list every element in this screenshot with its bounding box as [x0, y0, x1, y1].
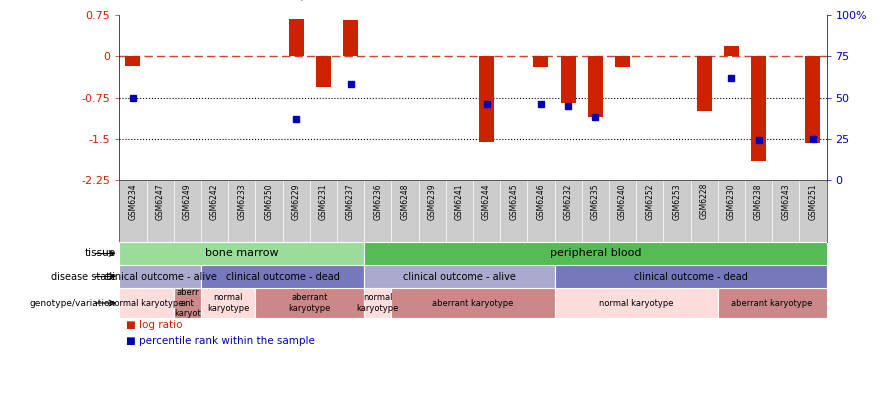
Text: GSM6249: GSM6249 — [183, 183, 192, 220]
Bar — [751, 56, 766, 161]
Text: GSM6246: GSM6246 — [537, 183, 545, 220]
Text: peripheral blood: peripheral blood — [550, 249, 641, 259]
Bar — [533, 56, 548, 67]
Bar — [615, 56, 630, 67]
Text: normal karyotype: normal karyotype — [598, 299, 674, 308]
Text: GSM6238: GSM6238 — [754, 183, 763, 220]
Bar — [554, 288, 718, 318]
Bar — [289, 19, 303, 56]
Bar — [364, 288, 392, 318]
Bar — [805, 56, 820, 143]
Text: GSM6244: GSM6244 — [482, 183, 491, 220]
Bar — [119, 242, 364, 265]
Text: GSM6251: GSM6251 — [809, 183, 818, 220]
Text: clinical outcome - alive: clinical outcome - alive — [103, 272, 217, 282]
Bar — [697, 56, 712, 111]
Text: normal karyotype: normal karyotype — [110, 299, 184, 308]
Bar — [724, 46, 739, 56]
Text: GSM6235: GSM6235 — [591, 183, 600, 220]
Text: bone marrow: bone marrow — [205, 249, 278, 259]
Bar — [560, 56, 575, 103]
Bar — [201, 265, 364, 288]
Bar — [479, 56, 494, 141]
Text: tissue: tissue — [85, 249, 116, 259]
Text: GSM6234: GSM6234 — [128, 183, 137, 220]
Bar — [255, 288, 364, 318]
Text: GSM6241: GSM6241 — [455, 183, 464, 220]
Text: GSM6239: GSM6239 — [428, 183, 437, 220]
Text: GSM6233: GSM6233 — [237, 183, 247, 220]
Text: GSM6248: GSM6248 — [400, 183, 409, 220]
Text: normal
karyotype: normal karyotype — [356, 293, 399, 313]
Text: aberrant
karyotype: aberrant karyotype — [288, 293, 331, 313]
Text: GSM6229: GSM6229 — [292, 183, 301, 220]
Bar — [554, 265, 827, 288]
Text: disease state: disease state — [50, 272, 116, 282]
Text: GSM6240: GSM6240 — [618, 183, 627, 220]
Text: clinical outcome - dead: clinical outcome - dead — [634, 272, 748, 282]
Bar — [316, 56, 331, 86]
Text: aberr
ant
karyot: aberr ant karyot — [174, 288, 201, 318]
Bar — [343, 21, 358, 56]
Bar — [174, 288, 201, 318]
Text: GSM6237: GSM6237 — [346, 183, 355, 220]
Text: GSM6231: GSM6231 — [319, 183, 328, 220]
Text: aberrant karyotype: aberrant karyotype — [432, 299, 514, 308]
Bar — [588, 56, 603, 117]
Text: clinical outcome - dead: clinical outcome - dead — [225, 272, 339, 282]
Bar — [718, 288, 827, 318]
Bar — [126, 56, 141, 66]
Bar — [392, 288, 554, 318]
Text: GSM6243: GSM6243 — [781, 183, 790, 220]
Text: ■ percentile rank within the sample: ■ percentile rank within the sample — [126, 335, 316, 345]
Bar — [201, 288, 255, 318]
Text: genotype/variation: genotype/variation — [29, 299, 116, 308]
Text: aberrant karyotype: aberrant karyotype — [731, 299, 812, 308]
Text: GSM6247: GSM6247 — [156, 183, 164, 220]
Text: GSM6252: GSM6252 — [645, 183, 654, 220]
Text: GSM6250: GSM6250 — [264, 183, 273, 220]
Text: GSM6230: GSM6230 — [727, 183, 735, 220]
Bar — [119, 288, 174, 318]
Text: GSM6245: GSM6245 — [509, 183, 518, 220]
Text: normal
karyotype: normal karyotype — [207, 293, 249, 313]
Bar — [364, 265, 554, 288]
Text: clinical outcome - alive: clinical outcome - alive — [403, 272, 515, 282]
Text: GSM6242: GSM6242 — [210, 183, 219, 220]
Text: GSM6253: GSM6253 — [673, 183, 682, 220]
Text: GSM6228: GSM6228 — [699, 183, 709, 219]
Text: ■ log ratio: ■ log ratio — [126, 320, 183, 331]
Text: GDS841 / 21372: GDS841 / 21372 — [240, 0, 354, 2]
Bar — [364, 242, 827, 265]
Text: GSM6236: GSM6236 — [373, 183, 382, 220]
Bar — [119, 265, 201, 288]
Text: GSM6232: GSM6232 — [564, 183, 573, 220]
